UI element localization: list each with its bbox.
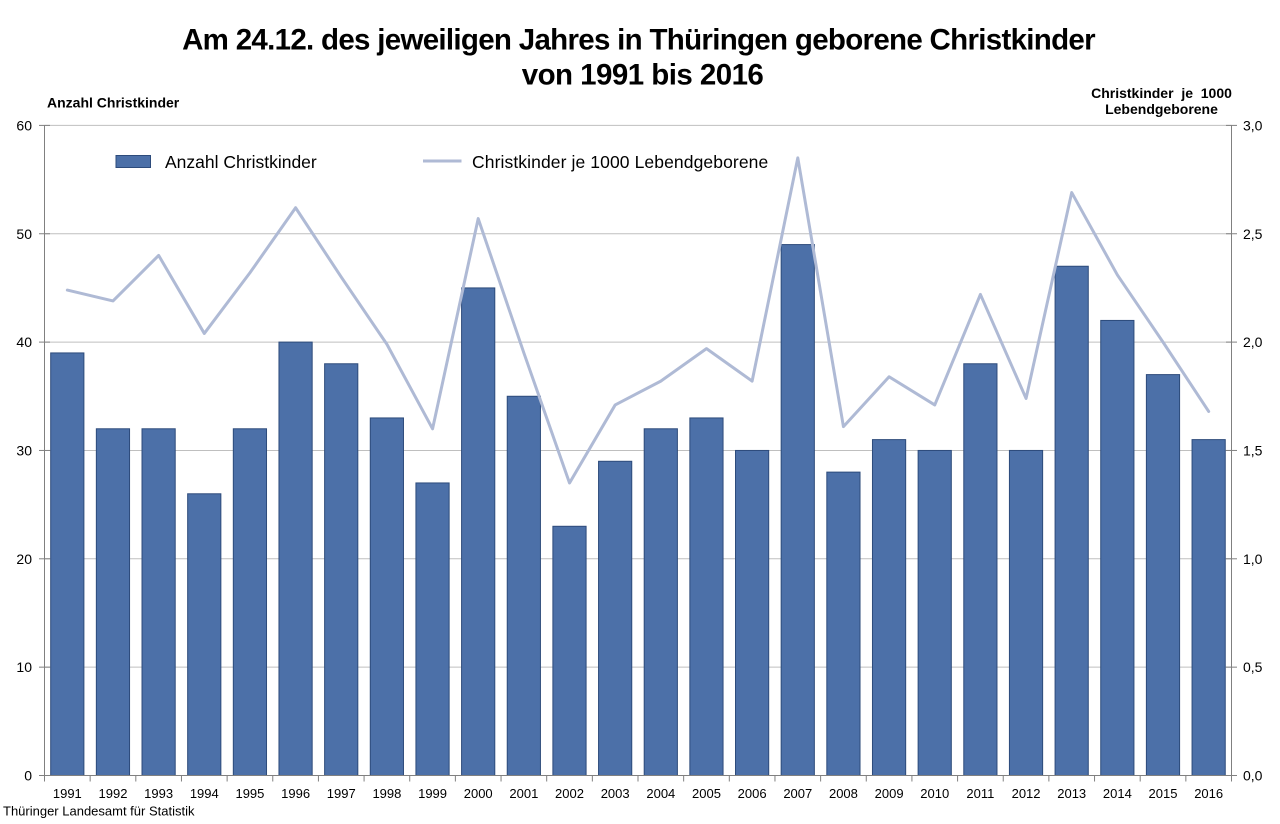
svg-text:2014: 2014 (1103, 786, 1132, 801)
svg-text:Thüringer Landesamt für Statis: Thüringer Landesamt für Statistik (3, 804, 195, 819)
svg-text:Anzahl Christkinder: Anzahl Christkinder (47, 95, 180, 111)
svg-text:1991: 1991 (53, 786, 82, 801)
svg-text:2002: 2002 (555, 786, 584, 801)
svg-text:0: 0 (24, 768, 32, 784)
svg-text:50: 50 (16, 226, 32, 242)
svg-text:Lebendgeborene: Lebendgeborene (1105, 101, 1218, 117)
svg-text:1992: 1992 (99, 786, 128, 801)
svg-text:30: 30 (16, 442, 32, 458)
svg-text:von 1991 bis 2016: von 1991 bis 2016 (522, 59, 764, 92)
svg-text:2,0: 2,0 (1243, 334, 1263, 350)
svg-text:1,0: 1,0 (1243, 551, 1263, 567)
svg-text:2016: 2016 (1194, 786, 1223, 801)
svg-text:2008: 2008 (829, 786, 858, 801)
svg-text:2009: 2009 (875, 786, 904, 801)
svg-text:1997: 1997 (327, 786, 356, 801)
svg-text:2006: 2006 (738, 786, 767, 801)
svg-text:60: 60 (16, 117, 32, 133)
svg-text:0,5: 0,5 (1243, 659, 1263, 675)
svg-text:2013: 2013 (1057, 786, 1086, 801)
svg-text:1998: 1998 (372, 786, 401, 801)
svg-text:Anzahl Christkinder: Anzahl Christkinder (165, 152, 317, 172)
svg-text:2000: 2000 (464, 786, 493, 801)
svg-text:Christkinder je 1000 Lebendgeb: Christkinder je 1000 Lebendgeborene (472, 152, 768, 172)
svg-text:2003: 2003 (601, 786, 630, 801)
svg-text:2010: 2010 (920, 786, 949, 801)
svg-text:10: 10 (16, 659, 32, 675)
svg-text:3,0: 3,0 (1243, 117, 1263, 133)
svg-text:1994: 1994 (190, 786, 219, 801)
svg-text:Am 24.12. des jeweiligen Jahre: Am 24.12. des jeweiligen Jahres in Thüri… (182, 24, 1096, 57)
svg-text:2015: 2015 (1149, 786, 1178, 801)
svg-text:1993: 1993 (144, 786, 173, 801)
svg-text:Christkinder je 1000: Christkinder je 1000 (1091, 85, 1232, 101)
svg-text:1999: 1999 (418, 786, 447, 801)
svg-text:20: 20 (16, 551, 32, 567)
svg-text:2007: 2007 (783, 786, 812, 801)
svg-text:1996: 1996 (281, 786, 310, 801)
svg-text:2001: 2001 (509, 786, 538, 801)
svg-text:0,0: 0,0 (1243, 768, 1263, 784)
svg-text:2011: 2011 (966, 786, 994, 801)
svg-text:2,5: 2,5 (1243, 226, 1263, 242)
svg-text:2012: 2012 (1012, 786, 1041, 801)
svg-text:40: 40 (16, 334, 32, 350)
svg-text:1,5: 1,5 (1243, 442, 1263, 458)
svg-text:2005: 2005 (692, 786, 721, 801)
svg-text:1995: 1995 (235, 786, 264, 801)
svg-text:2004: 2004 (646, 786, 675, 801)
